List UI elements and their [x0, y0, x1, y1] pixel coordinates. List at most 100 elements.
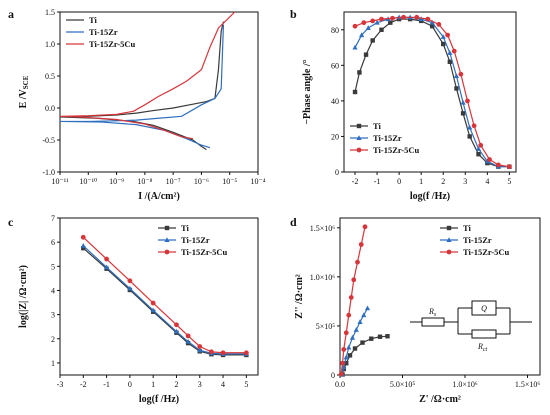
y-tick-label: 5 [51, 262, 55, 271]
data-point [346, 312, 352, 318]
data-point [150, 300, 156, 306]
data-point [173, 328, 180, 334]
data-point [369, 336, 374, 341]
data-point [467, 124, 473, 130]
x-tick-label: 10⁻⁶ [194, 177, 209, 186]
data-point [243, 350, 249, 356]
label-rs: Rs [428, 307, 437, 318]
plot-frame [59, 11, 259, 173]
y-tick-label: 3 [51, 311, 55, 320]
data-point [436, 22, 442, 27]
data-point [351, 277, 357, 283]
x-tick-label: 5 [507, 177, 511, 186]
data-point [80, 234, 86, 240]
data-point [460, 99, 466, 105]
y-tick-label: 0.5 [45, 72, 55, 81]
data-point [127, 285, 133, 291]
y-tick-label: 80 [331, 26, 339, 35]
series-line [82, 236, 247, 354]
label-rct-sub: ct [483, 347, 488, 353]
panel-c: c -3 -2 -1 0 1 2 3 4 5 1 2 3 4 5 6 7 log(f /Hz) log(|Z| /Ω… [8, 214, 259, 405]
data-point [476, 152, 481, 157]
data-point [352, 44, 358, 50]
panel-letter: a [8, 7, 14, 21]
data-point [465, 98, 470, 104]
legend-marker [164, 225, 170, 231]
data-point [447, 50, 453, 55]
data-point [355, 259, 360, 265]
data-point [430, 24, 435, 29]
x-tick-label: -2 [352, 177, 359, 186]
legend-marker [164, 237, 170, 242]
y-tick-label: 1.0 [45, 40, 55, 49]
data-point [352, 89, 358, 95]
legend-marker [446, 249, 452, 255]
legend-label: Ti [89, 15, 98, 25]
data-point [81, 245, 86, 251]
data-point [506, 164, 512, 170]
y-axis-title-main: Z'' /Ω·cm² [294, 274, 305, 319]
x-tick-label: 1.5×10⁶ [515, 380, 541, 389]
x-tick-label: 10⁻⁸ [137, 177, 152, 186]
data-point [445, 32, 451, 38]
data-point [352, 23, 358, 29]
legend-marker [446, 225, 452, 231]
data-point [197, 347, 203, 353]
data-point [197, 344, 203, 349]
data-point [343, 330, 349, 336]
x-tick-label: 4 [485, 177, 489, 186]
x-tick-label: 0 [128, 380, 132, 389]
label-q: Q [481, 304, 487, 313]
y-tick-label: 1.5×10⁶ [310, 224, 336, 233]
series-ti [81, 245, 249, 358]
data-point [370, 38, 375, 43]
panel-a: a 10⁻¹¹ 10⁻¹⁰ 10⁻⁹ 10⁻⁸ 10⁻⁷ 10⁻⁶ 10⁻⁵ 10⁻⁴ -1.0 -… [8, 7, 266, 202]
data-point [440, 34, 446, 39]
series-ti-15zr-5cu [338, 224, 368, 377]
data-point [385, 334, 390, 339]
data-point [347, 353, 353, 358]
x-tick-label: 10⁻¹⁰ [79, 177, 97, 186]
series-ti-15zr [59, 24, 225, 149]
series-line [59, 24, 225, 149]
data-point [341, 347, 347, 352]
data-point [370, 18, 376, 24]
data-point [364, 305, 371, 311]
y-axis-title: Z'' /Ω·cm² [294, 274, 305, 319]
data-point [460, 111, 466, 116]
legend-label: Ti-15Zr [463, 235, 492, 245]
data-point [346, 344, 352, 350]
x-axis-title: log(f /Hz) [139, 394, 179, 405]
legend-label: Ti-15Zr [181, 235, 210, 245]
legend-marker [356, 123, 362, 129]
y-tick-label: 2 [51, 335, 55, 344]
equivalent-circuit: Rs Q Rct [410, 300, 532, 353]
data-point [357, 70, 362, 75]
panel-b: b -2 -1 0 1 2 3 4 5 0 20 40 60 80 log(f /Hz) −Phase ang… [290, 7, 517, 202]
data-point [349, 334, 356, 340]
label-rs-sub: s [434, 312, 437, 318]
data-point [495, 162, 501, 168]
x-tick-label: 10⁻¹¹ [51, 177, 69, 186]
plot-frame [343, 11, 517, 173]
y-tick-label: 60 [331, 61, 339, 70]
legend: Ti Ti-15Zr Ti-15Zr-5Cu [350, 121, 420, 155]
data-point [340, 360, 345, 366]
y-axis-title: log(|Z| /Ω·cm²) [18, 265, 29, 328]
legend-label: Ti-15Zr [373, 133, 402, 143]
data-point [338, 371, 344, 377]
x-tick-label: -1 [374, 177, 381, 186]
series-ti-15zr-5cu [59, 11, 236, 140]
legend-label: Ti-15Zr [89, 27, 118, 37]
series-ti [59, 21, 225, 151]
data-point [471, 123, 477, 129]
legend-marker [356, 147, 362, 153]
x-tick-label: 3 [198, 380, 202, 389]
series-line [82, 247, 247, 356]
y-tick-label: 6 [51, 238, 55, 247]
data-point [174, 322, 179, 328]
data-point [343, 354, 349, 360]
data-point [209, 349, 214, 355]
data-point [458, 71, 464, 77]
